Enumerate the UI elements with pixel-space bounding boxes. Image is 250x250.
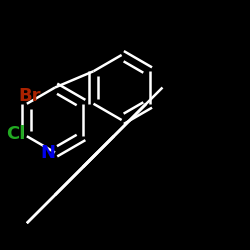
- Text: Cl: Cl: [6, 125, 25, 143]
- Text: N: N: [40, 144, 55, 162]
- Text: Br: Br: [18, 87, 40, 105]
